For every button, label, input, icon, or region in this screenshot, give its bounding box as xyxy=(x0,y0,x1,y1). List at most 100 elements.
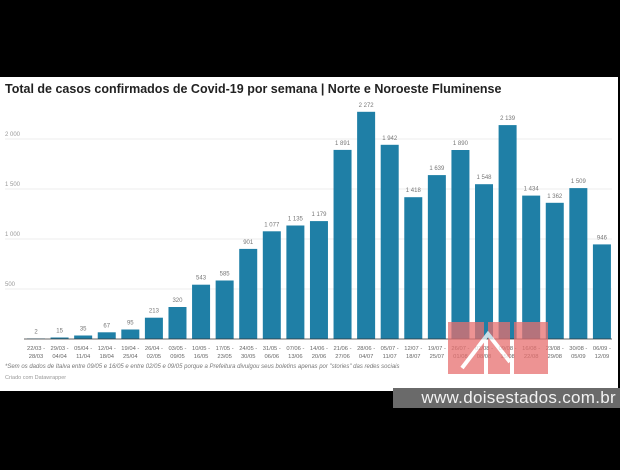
watermark-bar: www.doisestados.com.br xyxy=(393,388,620,408)
value-label: 1 434 xyxy=(524,187,540,193)
x-tick-label: 27/06 xyxy=(335,354,350,360)
x-tick-label: 14/06 - xyxy=(310,346,328,352)
y-tick-label: 500 xyxy=(5,282,16,288)
x-tick-label: 12/04 - xyxy=(98,346,116,352)
value-label: 320 xyxy=(172,298,183,304)
bar xyxy=(333,149,352,339)
value-label: 2 xyxy=(34,330,38,336)
x-tick-label: 12/07 - xyxy=(404,346,422,352)
value-label: 1 942 xyxy=(382,136,398,142)
bar xyxy=(286,225,305,339)
x-tick-label: 06/09 - xyxy=(593,346,611,352)
watermark-text: www.doisestados.com.br xyxy=(421,388,616,407)
x-tick-label: 10/05 - xyxy=(192,346,210,352)
value-label: 1 548 xyxy=(477,175,493,181)
footnote: *Sem os dados de Italva entre 09/05 e 16… xyxy=(5,364,400,370)
x-tick-label: 02/05 xyxy=(147,354,162,360)
x-tick-label: 23/08 - xyxy=(546,346,564,352)
x-tick-label: 23/05 xyxy=(217,354,232,360)
bar xyxy=(121,329,140,339)
x-tick-label: 08/08 xyxy=(477,354,492,360)
bar xyxy=(309,221,328,339)
x-tick-label: 11/04 xyxy=(76,354,91,360)
x-tick-label: 25/04 xyxy=(123,354,138,360)
bar xyxy=(427,175,446,339)
value-label: 1 135 xyxy=(288,217,304,223)
value-label: 1 891 xyxy=(335,141,351,147)
bar xyxy=(74,335,93,339)
x-tick-label: 28/03 xyxy=(29,354,44,360)
x-tick-label: 26/04 - xyxy=(145,346,163,352)
x-tick-label: 30/08 - xyxy=(569,346,587,352)
x-tick-label: 31/05 - xyxy=(263,346,281,352)
value-label: 585 xyxy=(220,272,231,278)
x-tick-label: 11/07 xyxy=(383,354,397,360)
x-tick-label: 19/07 - xyxy=(428,346,446,352)
x-tick-label: 29/08 xyxy=(548,354,563,360)
x-tick-label: 03/05 - xyxy=(168,346,186,352)
bar xyxy=(144,317,163,339)
x-tick-label: 04/07 xyxy=(359,354,374,360)
bar xyxy=(404,197,423,339)
bar xyxy=(168,307,187,339)
value-label: 1 890 xyxy=(453,141,469,147)
x-tick-label: 16/05 xyxy=(194,354,209,360)
value-label: 2 139 xyxy=(500,116,516,122)
x-tick-label: 22/03 - xyxy=(27,346,45,352)
watermark-logo xyxy=(448,322,548,374)
x-tick-label: 30/05 xyxy=(241,354,256,360)
value-label: 67 xyxy=(103,323,110,329)
x-tick-label: 02/08 - xyxy=(475,346,493,352)
value-label: 1 639 xyxy=(429,166,445,172)
bar xyxy=(380,144,399,339)
x-tick-label: 28/06 - xyxy=(357,346,375,352)
value-label: 2 272 xyxy=(359,103,375,109)
x-tick-label: 18/07 xyxy=(406,354,421,360)
value-label: 95 xyxy=(127,321,134,327)
value-label: 946 xyxy=(597,235,608,241)
x-tick-label: 25/07 xyxy=(430,354,445,360)
y-tick-label: 1 500 xyxy=(5,182,21,188)
x-tick-label: 17/05 - xyxy=(216,346,234,352)
bar xyxy=(592,244,611,339)
bar xyxy=(97,332,116,339)
value-label: 213 xyxy=(149,309,160,315)
bar xyxy=(451,150,470,339)
bar xyxy=(475,184,494,339)
x-tick-label: 12/09 xyxy=(595,354,610,360)
value-label: 1 179 xyxy=(311,212,327,218)
bar xyxy=(192,284,211,339)
x-tick-label: 13/06 xyxy=(288,354,303,360)
value-label: 543 xyxy=(196,276,207,282)
bar xyxy=(215,280,234,339)
x-tick-label: 06/06 xyxy=(265,354,280,360)
bar xyxy=(262,231,281,339)
x-tick-label: 29/03 - xyxy=(51,346,69,352)
x-tick-label: 05/07 - xyxy=(381,346,399,352)
chart-panel: Total de casos confirmados de Covid-19 p… xyxy=(0,77,618,391)
bar xyxy=(498,125,517,339)
bar xyxy=(522,195,541,339)
value-label: 1 509 xyxy=(571,179,587,185)
x-tick-label: 18/04 xyxy=(99,354,114,360)
bar xyxy=(50,337,69,339)
x-tick-label: 19/04 - xyxy=(121,346,139,352)
value-label: 1 077 xyxy=(264,222,280,228)
value-label: 1 418 xyxy=(406,188,422,194)
value-label: 15 xyxy=(56,329,63,335)
x-tick-label: 09/05 xyxy=(170,354,185,360)
x-tick-label: 07/06 - xyxy=(286,346,304,352)
x-tick-label: 21/06 - xyxy=(334,346,352,352)
x-tick-label: 04/04 xyxy=(52,354,67,360)
value-label: 901 xyxy=(243,240,254,246)
bar xyxy=(357,111,376,339)
chart-title: Total de casos confirmados de Covid-19 p… xyxy=(5,82,502,96)
value-label: 1 362 xyxy=(547,194,563,200)
y-tick-label: 1 000 xyxy=(5,232,21,238)
credit: Criado com Datawrapper xyxy=(5,375,67,381)
x-tick-label: 05/04 - xyxy=(74,346,92,352)
value-label: 35 xyxy=(80,327,87,333)
x-tick-label: 05/09 xyxy=(571,354,586,360)
bar xyxy=(569,188,588,339)
x-tick-label: 24/05 - xyxy=(239,346,257,352)
